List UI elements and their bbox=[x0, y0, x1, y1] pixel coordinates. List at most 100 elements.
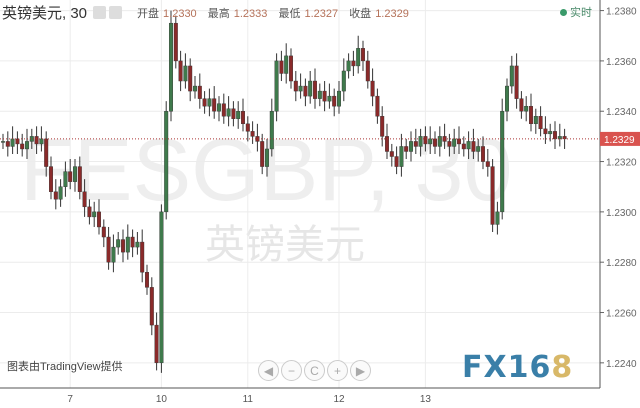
candle-body bbox=[471, 141, 476, 152]
x-tick-label: 10 bbox=[156, 394, 168, 405]
reset-icon[interactable]: C bbox=[304, 360, 325, 381]
candle-body bbox=[341, 70, 346, 92]
candle-body bbox=[466, 141, 471, 150]
zoom-in-icon[interactable]: + bbox=[327, 360, 348, 381]
candle-body bbox=[509, 65, 514, 87]
candle-body bbox=[72, 166, 77, 182]
candle bbox=[418, 128, 423, 157]
candle-body bbox=[135, 241, 140, 248]
candle-body bbox=[10, 138, 15, 147]
x-tick-label: 12 bbox=[333, 394, 345, 405]
candle bbox=[284, 43, 289, 84]
candle-body bbox=[265, 148, 270, 167]
candle bbox=[63, 161, 68, 197]
candle-body bbox=[140, 241, 145, 273]
candle bbox=[250, 121, 255, 144]
candle-body bbox=[538, 116, 543, 130]
gear-icon[interactable] bbox=[109, 6, 123, 19]
arrow-right-icon[interactable]: ▶ bbox=[350, 360, 371, 381]
candle bbox=[49, 156, 54, 200]
candle bbox=[447, 133, 452, 157]
candle-body bbox=[164, 111, 169, 213]
candle-body bbox=[236, 111, 241, 119]
candle bbox=[269, 98, 274, 157]
candle bbox=[207, 88, 212, 117]
candle bbox=[495, 201, 500, 235]
watermark-name: 英镑美元 bbox=[205, 222, 365, 268]
settings-icon[interactable] bbox=[93, 6, 107, 19]
candle-body bbox=[293, 80, 298, 92]
candle bbox=[490, 159, 495, 232]
candle-body bbox=[260, 141, 265, 167]
live-label: 实时 bbox=[570, 7, 592, 19]
candle bbox=[389, 143, 394, 167]
high-label: 最高 bbox=[207, 7, 230, 20]
candle-body bbox=[428, 138, 433, 145]
candle-body bbox=[130, 236, 135, 248]
y-tick-label: 1.2380 bbox=[606, 7, 637, 18]
candle-body bbox=[159, 211, 164, 364]
candle bbox=[293, 70, 298, 102]
open-value: 1.2330 bbox=[163, 7, 197, 20]
close-value: 1.2329 bbox=[375, 7, 409, 20]
candle bbox=[265, 138, 270, 177]
candle bbox=[437, 126, 442, 157]
candle bbox=[505, 78, 510, 122]
candle-body bbox=[418, 136, 423, 147]
open-label: 开盘 bbox=[137, 7, 160, 20]
candle bbox=[351, 50, 356, 76]
candle bbox=[538, 106, 543, 137]
candle-body bbox=[389, 151, 394, 157]
candle-body bbox=[548, 131, 553, 135]
y-tick-label: 1.2240 bbox=[606, 359, 637, 370]
candle-body bbox=[274, 60, 279, 112]
candle bbox=[409, 131, 414, 162]
y-tick-label: 1.2340 bbox=[606, 107, 637, 118]
candle bbox=[1, 133, 5, 149]
candle bbox=[375, 88, 380, 124]
candle bbox=[279, 50, 284, 82]
candle-body bbox=[183, 65, 188, 82]
last-price-badge bbox=[600, 131, 640, 146]
fx168-logo: FX168 bbox=[462, 350, 573, 385]
candle bbox=[116, 232, 121, 255]
candle-body bbox=[49, 166, 54, 192]
candle bbox=[322, 81, 327, 112]
candle bbox=[356, 35, 361, 74]
y-tick-label: 1.2360 bbox=[606, 57, 637, 68]
candle-body bbox=[25, 141, 30, 150]
candle bbox=[72, 159, 77, 192]
candle-body bbox=[317, 90, 322, 99]
candle bbox=[303, 78, 308, 107]
candle bbox=[154, 312, 159, 371]
candle-body bbox=[173, 22, 178, 62]
zoom-out-icon[interactable]: − bbox=[281, 360, 302, 381]
candle bbox=[529, 93, 534, 132]
candle-body bbox=[413, 141, 418, 147]
candle bbox=[317, 83, 322, 107]
candle-body bbox=[327, 95, 332, 102]
candle-body bbox=[101, 226, 106, 238]
live-indicator: 实时 bbox=[560, 4, 592, 20]
candle bbox=[274, 53, 279, 122]
tradingview-credit[interactable]: 图表由TradingView提供 bbox=[7, 361, 123, 373]
candle bbox=[332, 88, 337, 117]
candle-body bbox=[481, 146, 486, 162]
candle-body bbox=[207, 98, 212, 107]
candle-body bbox=[514, 65, 519, 99]
candle-body bbox=[394, 156, 399, 167]
candle bbox=[188, 58, 193, 102]
candle bbox=[370, 68, 375, 107]
arrow-left-icon[interactable]: ◀ bbox=[258, 360, 279, 381]
candle bbox=[140, 229, 145, 283]
y-tick-label: 1.2320 bbox=[606, 158, 637, 169]
candle-body bbox=[457, 138, 462, 145]
candle-body bbox=[120, 239, 125, 253]
candle-body bbox=[375, 95, 380, 117]
candle-body bbox=[178, 60, 183, 82]
candle bbox=[68, 159, 73, 190]
candle-body bbox=[385, 136, 390, 152]
candle-body bbox=[15, 138, 20, 145]
candle bbox=[202, 91, 207, 114]
